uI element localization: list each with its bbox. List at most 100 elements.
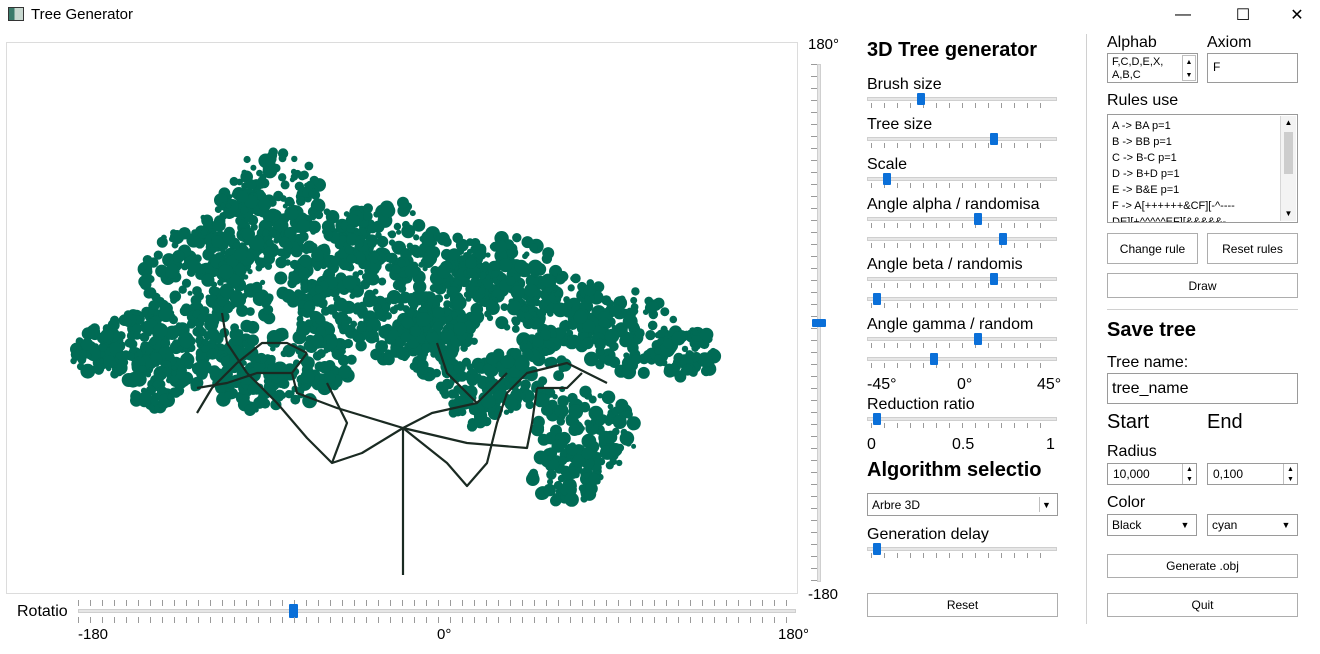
leaf-blob <box>542 247 555 260</box>
reduction-ratio-slider-groove[interactable] <box>867 417 1057 421</box>
radius-end-spin[interactable]: ▲ ▼ <box>1283 464 1297 484</box>
reduction-ratio-label: Reduction ratio <box>867 396 975 413</box>
alphabet-spin[interactable]: ▲ ▼ <box>1182 55 1196 81</box>
up-arrow-icon[interactable]: ▲ <box>1186 465 1193 473</box>
radius-start-spinbox[interactable]: 10,000 ▲ ▼ <box>1107 463 1197 485</box>
up-arrow-icon[interactable]: ▲ <box>1287 465 1294 473</box>
color-end-select[interactable]: cyan ▼ <box>1207 514 1298 536</box>
leaf-blob <box>299 170 309 180</box>
axiom-field[interactable]: F <box>1207 53 1298 83</box>
rule-item[interactable]: DE][+^^^^^EF][&&&&&- <box>1112 216 1227 223</box>
radius-start-value: 10,000 <box>1113 467 1150 481</box>
rule-item[interactable]: D -> B+D p=1 <box>1112 168 1180 180</box>
angle-gamma-random-slider-groove[interactable] <box>867 357 1057 361</box>
leaf-blob <box>354 334 363 343</box>
tree-viewport[interactable] <box>6 42 798 594</box>
leaf-blob <box>381 316 387 322</box>
angle-alpha-slider-groove[interactable] <box>867 217 1057 221</box>
brush-size-slider-handle[interactable] <box>917 93 926 105</box>
leaf-blob <box>671 362 677 369</box>
angle-beta-slider-handle[interactable] <box>990 273 999 285</box>
leaf-blob <box>86 353 92 360</box>
angle-gamma-slider-handle[interactable] <box>974 333 983 345</box>
leaf-blob <box>546 356 558 368</box>
rotation-slider-groove[interactable] <box>78 609 796 613</box>
angle-beta-label: Angle beta / randomis <box>867 256 1023 273</box>
tree-branch <box>537 372 583 390</box>
leaf-blob <box>409 210 416 217</box>
alphabet-field[interactable]: F,C,D,E,X, A,B,C ▲ ▼ <box>1107 53 1198 83</box>
angle-alpha-random-slider-handle[interactable] <box>998 233 1007 245</box>
tree-branch <box>196 341 308 414</box>
down-arrow-icon[interactable]: ▼ <box>1185 72 1193 79</box>
angle-beta-slider-groove[interactable] <box>867 277 1057 281</box>
generation-delay-label: Generation delay <box>867 526 989 543</box>
leaf-blob <box>504 397 518 411</box>
minimize-button[interactable]: — <box>1175 6 1191 23</box>
angle-gamma-random-slider-handle[interactable] <box>929 353 938 365</box>
angle-gamma-slider-groove[interactable] <box>867 337 1057 341</box>
leaf-blob <box>554 290 562 298</box>
vertical-slider-handle[interactable] <box>812 319 826 327</box>
maximize-button[interactable]: ☐ <box>1235 7 1251 24</box>
rule-item[interactable]: A -> BA p=1 <box>1112 120 1171 132</box>
reduction-ratio-slider-handle[interactable] <box>872 413 881 425</box>
leaf-blob <box>208 286 219 297</box>
leaf-blob <box>429 284 438 293</box>
radius-end-spinbox[interactable]: 0,100 ▲ ▼ <box>1207 463 1298 485</box>
leaf-blob <box>442 327 449 334</box>
leaf-blob <box>660 307 670 317</box>
quit-button[interactable]: Quit <box>1107 593 1298 617</box>
draw-button[interactable]: Draw <box>1107 273 1298 298</box>
up-arrow-icon[interactable]: ▲ <box>1185 59 1193 66</box>
angle-beta-random-slider-groove[interactable] <box>867 297 1057 301</box>
rotation-slider-handle[interactable] <box>289 604 299 618</box>
down-arrow-icon[interactable]: ▼ <box>1287 475 1294 483</box>
rule-item[interactable]: C -> B-C p=1 <box>1112 152 1177 164</box>
leaf-blob <box>191 229 199 237</box>
close-button[interactable]: ✕ <box>1290 7 1304 24</box>
change-rule-button[interactable]: Change rule <box>1107 233 1198 264</box>
rule-item[interactable]: F -> A[++++++&CF][-^---- <box>1112 200 1235 212</box>
tree-name-field[interactable]: tree_name <box>1107 373 1298 404</box>
reset-rules-button[interactable]: Reset rules <box>1207 233 1298 264</box>
scroll-down-icon[interactable]: ▼ <box>1284 209 1293 218</box>
leaf-blob <box>657 337 665 345</box>
rule-item[interactable]: B -> BB p=1 <box>1112 136 1172 148</box>
algorithm-select[interactable]: Arbre 3D ▼ <box>867 493 1058 516</box>
angle-alpha-random-slider-groove[interactable] <box>867 237 1057 241</box>
leaf-blob <box>583 283 596 297</box>
reduction-min-label: 0 <box>867 436 876 453</box>
generate-obj-button[interactable]: Generate .obj <box>1107 554 1298 578</box>
rules-list[interactable]: A -> BA p=1 B -> BB p=1 C -> B-C p=1 D -… <box>1107 114 1298 223</box>
leaf-blob <box>567 284 575 292</box>
leaf-blob <box>520 305 527 312</box>
down-arrow-icon[interactable]: ▼ <box>1186 475 1193 483</box>
scale-slider-handle[interactable] <box>883 173 892 185</box>
leaf-blob <box>253 396 266 409</box>
rules-scrollbar[interactable]: ▲ ▼ <box>1280 116 1296 221</box>
angle-alpha-slider-handle[interactable] <box>974 213 983 225</box>
leaf-blob <box>211 235 224 248</box>
scale-slider-groove[interactable] <box>867 177 1057 181</box>
angle-beta-random-slider-handle[interactable] <box>872 293 881 305</box>
color-start-select[interactable]: Black ▼ <box>1107 514 1197 536</box>
leaf-blob <box>552 493 561 502</box>
reset-button[interactable]: Reset <box>867 593 1058 617</box>
tree-size-slider-handle[interactable] <box>990 133 999 145</box>
generation-delay-slider-handle[interactable] <box>872 543 881 555</box>
scroll-up-icon[interactable]: ▲ <box>1284 118 1293 127</box>
alphabet-field-line2: A,B,C <box>1112 69 1141 81</box>
brush-size-slider-groove[interactable] <box>867 97 1057 101</box>
leaf-blob <box>244 404 256 417</box>
leaf-blob <box>545 394 551 400</box>
leaf-blob <box>266 239 274 247</box>
leaf-blob <box>453 322 467 336</box>
radius-start-spin[interactable]: ▲ ▼ <box>1182 464 1196 484</box>
scroll-thumb[interactable] <box>1284 132 1293 174</box>
tree-size-slider-groove[interactable] <box>867 137 1057 141</box>
leaf-blob <box>432 306 445 319</box>
generation-delay-slider-groove[interactable] <box>867 547 1057 551</box>
rule-item[interactable]: E -> B&E p=1 <box>1112 184 1180 196</box>
leaf-blob <box>451 359 459 366</box>
